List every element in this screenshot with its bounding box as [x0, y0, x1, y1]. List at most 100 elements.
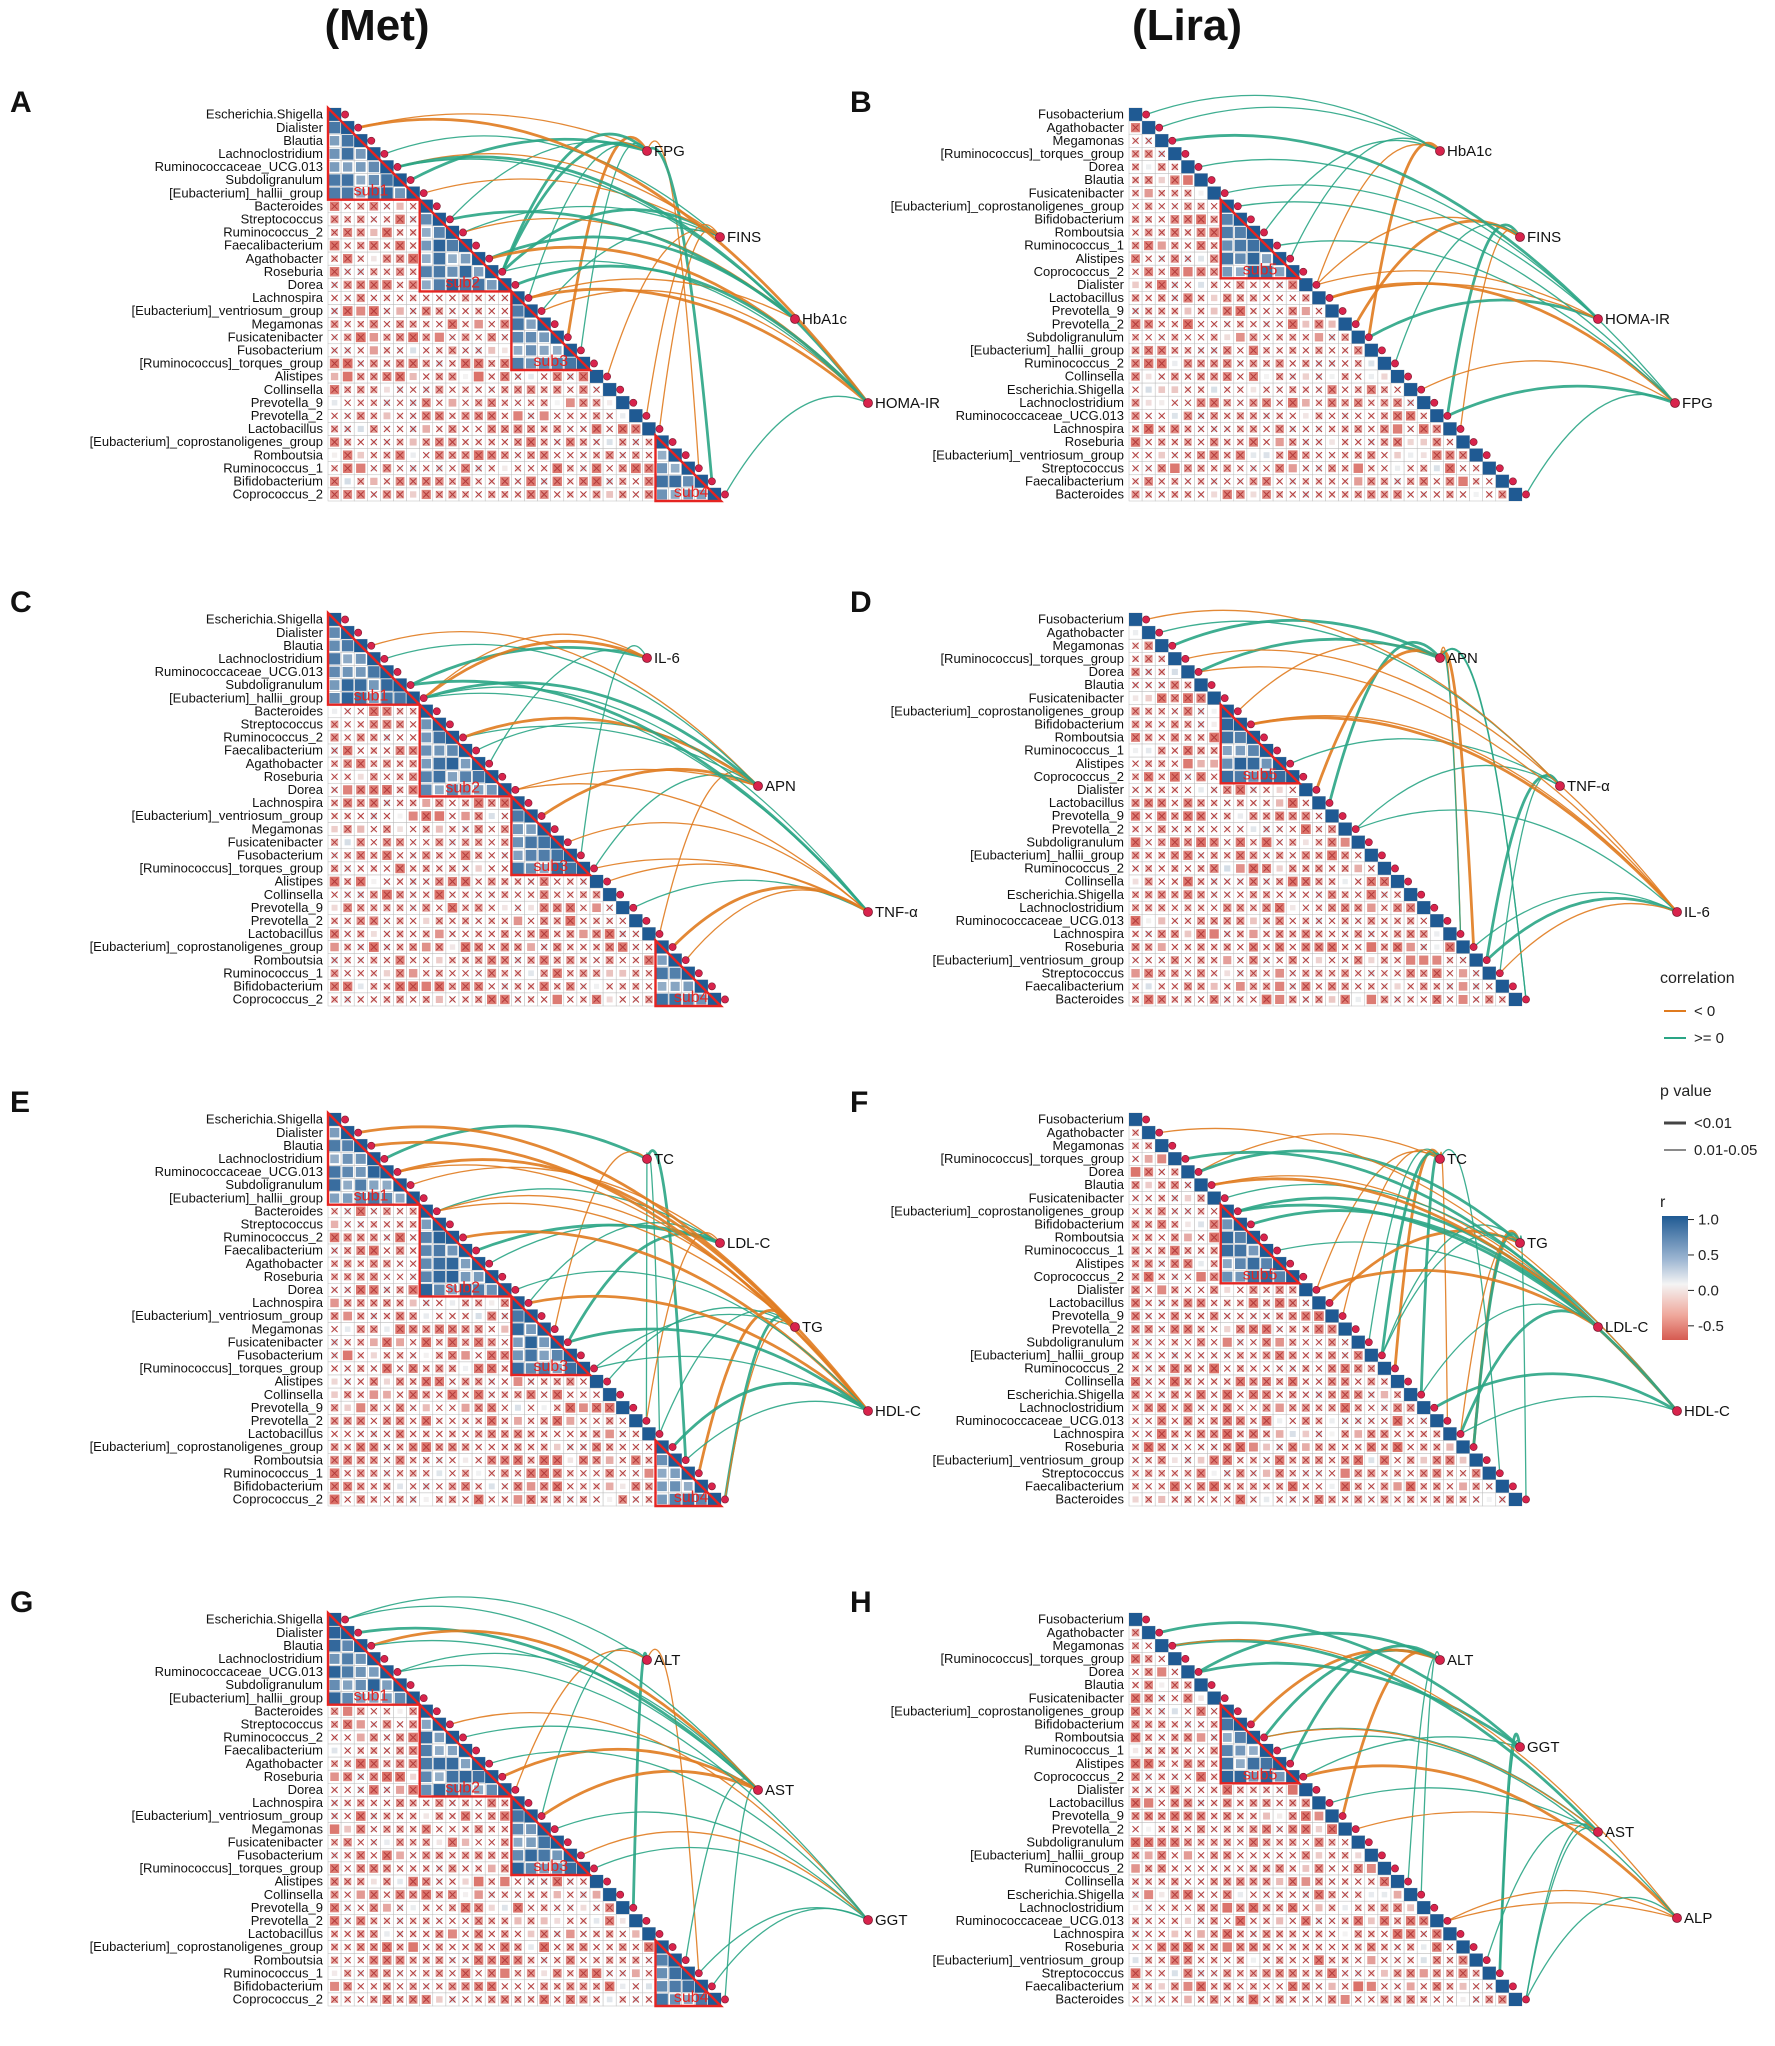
heatmap-cell — [419, 927, 434, 941]
heatmap-cell — [1364, 422, 1379, 436]
heatmap-cell — [1495, 487, 1510, 502]
heatmap-cell — [1246, 422, 1261, 436]
heatmap-cell — [1351, 435, 1366, 449]
heatmap-cell — [1430, 487, 1444, 502]
heatmap-cell — [458, 409, 473, 423]
heatmap-cell — [1128, 160, 1143, 174]
heatmap-cell-fill — [341, 148, 354, 160]
heatmap-cell — [340, 278, 355, 292]
heatmap-cell — [1325, 382, 1339, 397]
heatmap-cell — [1233, 448, 1248, 462]
heatmap-cell — [419, 914, 434, 928]
heatmap-cell — [406, 251, 420, 266]
heatmap-cell — [367, 809, 381, 823]
heatmap-cell — [629, 487, 643, 502]
panel-a: Asub1sub2sub3sub4Escherichia.ShigellaDia… — [10, 86, 940, 503]
heatmap-cell-fill — [446, 239, 459, 252]
heatmap-cell — [550, 435, 565, 449]
heatmap-cell-fill — [1351, 330, 1365, 344]
heatmap-cell — [602, 422, 617, 436]
heatmap-cell — [445, 409, 460, 423]
heatmap-cell — [1207, 435, 1221, 449]
heatmap-cell — [498, 395, 512, 410]
heatmap-cell-fill — [475, 865, 482, 872]
genus-node — [629, 398, 638, 407]
heatmap-cell — [458, 291, 473, 305]
heatmap-cell-fill — [620, 413, 626, 419]
heatmap-cell — [563, 914, 578, 928]
genus-node — [1273, 241, 1281, 250]
heatmap-cell — [471, 809, 486, 823]
heatmap-cell — [1338, 356, 1352, 371]
heatmap-cell — [484, 914, 499, 928]
heatmap-cell — [550, 382, 565, 397]
heatmap-cell — [419, 474, 434, 489]
heatmap-cell — [484, 874, 499, 889]
heatmap-cell — [406, 461, 420, 476]
heatmap-cell — [458, 356, 473, 371]
heatmap-cell-fill — [1236, 332, 1245, 342]
heatmap-cell — [1377, 435, 1392, 449]
heatmap-cell — [406, 422, 420, 436]
heatmap-cell — [1233, 487, 1248, 502]
variable-label: FPG — [654, 143, 685, 160]
heatmap-cell — [1181, 395, 1195, 410]
heatmap-cell-fill — [369, 333, 379, 342]
genus-node — [1351, 320, 1360, 329]
heatmap-cell — [1154, 238, 1169, 253]
heatmap-cell — [1456, 435, 1470, 449]
heatmap-cell — [1154, 356, 1169, 371]
heatmap-cell — [353, 317, 368, 331]
heatmap-cell — [1272, 395, 1287, 410]
heatmap-cell — [484, 487, 499, 502]
heatmap-cell — [393, 317, 407, 331]
heatmap-cell — [1325, 435, 1339, 449]
heatmap-cell — [406, 940, 420, 954]
heatmap-cell — [1390, 409, 1405, 423]
heatmap-cell-fill — [381, 174, 393, 186]
heatmap-cell — [393, 225, 407, 240]
heatmap-cell — [576, 874, 591, 889]
heatmap-cell — [471, 927, 486, 941]
heatmap-cell — [419, 861, 434, 876]
heatmap-cell — [1128, 356, 1143, 371]
genus-node — [1233, 202, 1242, 211]
heatmap-cell — [498, 435, 512, 449]
heatmap-cell — [1220, 343, 1235, 358]
heatmap-cell — [1469, 448, 1483, 462]
heatmap-cell — [471, 887, 486, 902]
heatmap-cell — [340, 822, 355, 836]
heatmap-cell — [353, 835, 368, 850]
heatmap-cell — [484, 848, 499, 863]
heatmap-cell — [629, 448, 643, 462]
heatmap-cell — [1338, 487, 1352, 502]
heatmap-cell-fill — [1198, 190, 1204, 196]
heatmap-cell — [353, 343, 368, 358]
heatmap-cell — [353, 914, 368, 928]
heatmap-cell — [1338, 343, 1352, 358]
heatmap-cell — [1272, 409, 1287, 423]
heatmap-cell-fill — [1392, 424, 1403, 434]
heatmap-cell — [1351, 369, 1366, 384]
heatmap-cell — [576, 395, 591, 410]
heatmap-cell — [340, 199, 355, 214]
heatmap-cell — [1246, 278, 1261, 292]
heatmap-cell — [340, 395, 355, 410]
heatmap-cell — [1272, 382, 1287, 397]
genus-node — [577, 346, 585, 355]
nonsignificant-cross — [331, 202, 338, 210]
heatmap-cell — [1390, 448, 1405, 462]
heatmap-cell — [432, 861, 447, 876]
nonsignificant-cross — [357, 229, 365, 236]
heatmap-cell — [1285, 487, 1300, 502]
heatmap-cell-fill — [461, 811, 470, 821]
heatmap-cell — [419, 278, 434, 292]
heatmap-cell — [445, 448, 460, 462]
heatmap-cell — [1141, 160, 1156, 174]
heatmap-cell — [393, 835, 407, 850]
heatmap-cell — [393, 212, 407, 227]
heatmap-cell — [1128, 147, 1143, 161]
heatmap-cell-fill — [1221, 252, 1234, 265]
heatmap-cell — [1207, 238, 1221, 253]
heatmap-cell — [1181, 278, 1195, 292]
